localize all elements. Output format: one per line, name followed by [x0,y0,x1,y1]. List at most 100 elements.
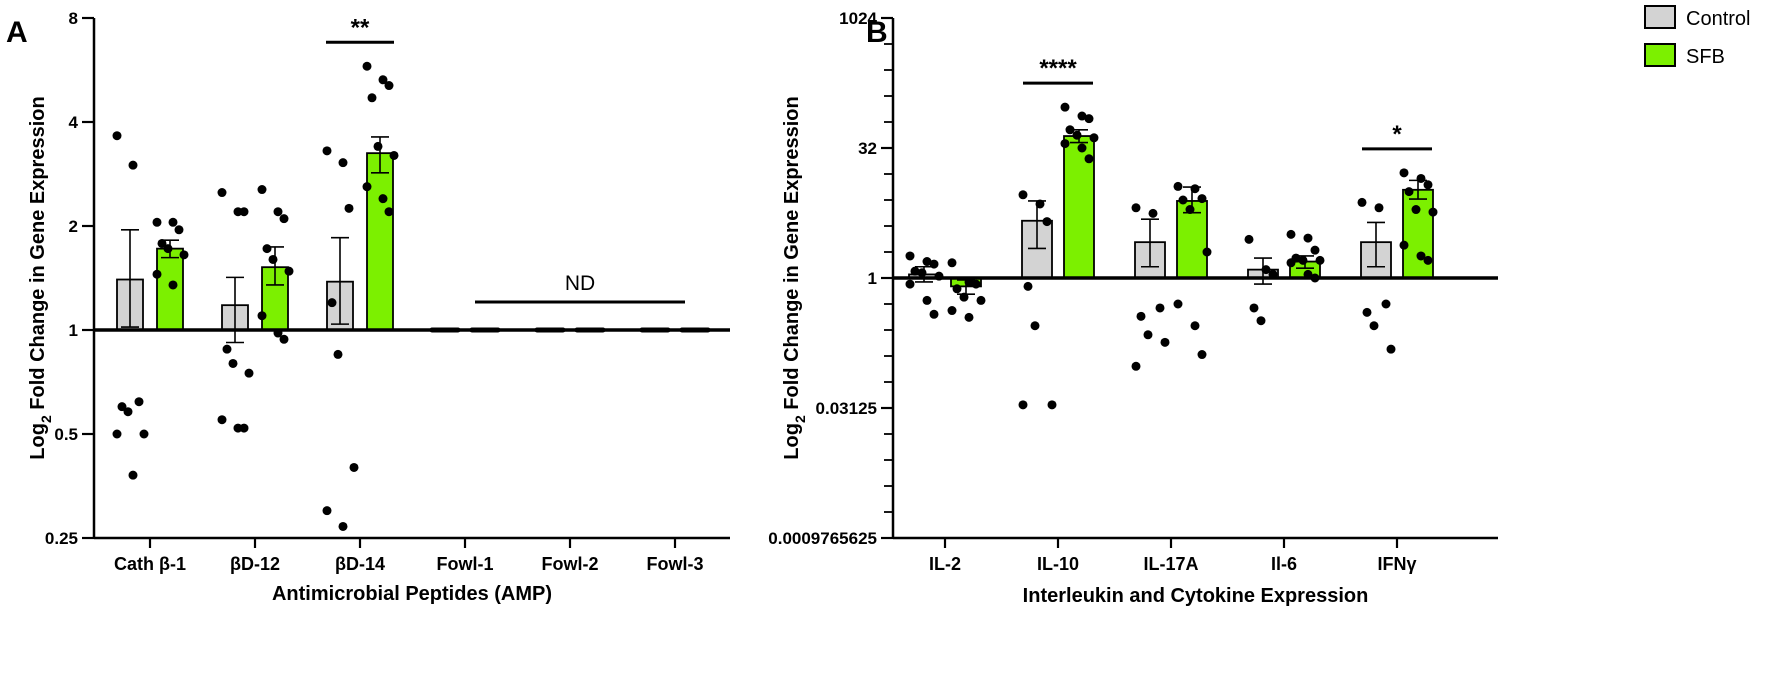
legend-sfb-swatch [1644,43,1676,67]
panel-b-x-axis-title: Interleukin and Cytokine Expression [1023,585,1369,607]
panel-b-data-point [1143,330,1153,340]
panel-b-data-point [1131,361,1141,371]
panel-b-data-point [1023,281,1033,291]
panel-b-data-point [1202,247,1212,257]
panel-a-data-point [239,207,249,217]
panel-b-category-label: IFNγ [1377,554,1416,574]
panel-b-data-point [1197,194,1207,204]
panel-b-data-point [1173,181,1183,191]
panel-a-y-tick-label: 0.5 [54,425,78,444]
panel-b-data-point [952,284,962,294]
panel-a-bar-sfb [156,247,184,331]
panel-a-y-tick-label: 4 [69,113,79,132]
panel-a-data-point [378,194,388,204]
legend: Control SFB [1644,5,1750,68]
panel-a-data-point [228,358,238,368]
panel-b-data-point [1369,321,1379,331]
panel-a-data-point [333,349,343,359]
panel-b-data-point [1428,207,1438,217]
panel-b-data-point [1160,337,1170,347]
panel-a-category-label: βD-14 [335,554,385,574]
panel-a-data-point [338,521,348,531]
panel-a-data-point [279,214,289,224]
panel-a-data-point [174,225,184,235]
panel-b-bar-sfb [1402,188,1434,279]
panel-b-category-label: IL-10 [1037,554,1079,574]
panel-b-data-point [1155,303,1165,313]
panel-b-data-point [1244,234,1254,244]
panel-a-label: A [6,16,28,49]
panel-a-y-axis-title: Log2 Fold Change in Gene Expression [27,96,54,459]
panel-a-data-point [384,81,394,91]
panel-b-data-point [1315,255,1325,265]
panel-b-label: B [866,16,888,49]
panel-b-data-point [1416,173,1426,183]
panel-b-data-point [964,312,974,322]
panel-b-data-point [1286,258,1296,268]
panel-b-data-point [1249,303,1259,313]
panel-b-y-tick-label: 0.0009765625 [768,529,877,548]
panel-b-data-point [971,279,981,289]
panel-a-data-point [112,429,122,439]
panel-b-data-point [1136,311,1146,321]
panel-a-data-point [362,182,372,192]
panel-a-significance-stars: ** [351,14,370,41]
panel-b-data-point [1357,197,1367,207]
panel-b-category-label: IL-17A [1143,554,1198,574]
panel-b-data-point [905,279,915,289]
panel-b-data-point [1077,143,1087,153]
panel-a-data-point [322,506,332,516]
panel-b-data-point [1190,184,1200,194]
panel-b-y-tick-label: 32 [858,139,877,158]
panel-a-data-point [384,207,394,217]
panel-b-data-point [1411,205,1421,215]
panel-a-data-point [222,344,232,354]
panel-b-significance-stars: * [1392,121,1402,148]
panel-a-category-label: Fowl-2 [542,554,599,574]
panel-b-data-point [922,257,932,267]
panel-a-data-point [338,158,348,168]
panel-b-data-point [1077,111,1087,121]
panel-b-data-point [1399,168,1409,178]
panel-b-data-point [1416,251,1426,261]
panel-a-category-label: βD-12 [230,554,280,574]
panel-b-data-point [1065,125,1075,135]
panel-a-data-point [217,415,227,425]
panel-b-data-point [1173,299,1183,309]
panel-a-chart: 0.25 0.5 1 2 4 8 Log2 Fold Change in Gene Expr… [27,9,730,605]
panel-a-data-point [134,397,144,407]
panel-a-data-point [128,470,138,480]
panel-b-y-tick-label: 1024 [839,9,877,28]
panel-b-data-point [1131,203,1141,213]
panel-b-data-point [1060,102,1070,112]
panel-b-chart: 0.0009765625 0.03125 1 32 1024 Log2 Fold Chan… [768,9,1498,607]
panel-b-data-point [1018,190,1028,200]
panel-a-data-point [112,131,122,141]
panel-a-data-point [157,238,167,248]
panel-b-data-point [1190,321,1200,331]
panel-b-data-point [1381,299,1391,309]
panel-a-data-point [284,266,294,276]
panel-a-data-point [117,402,127,412]
panel-b-bar-sfb [1176,200,1208,279]
legend-sfb-label: SFB [1686,46,1725,68]
panel-b-data-point [929,259,939,269]
panel-a-data-point [128,160,138,170]
panel-a-y-tick-label: 8 [69,9,78,28]
panel-b-data-point [1030,321,1040,331]
panel-b-data-point [1423,180,1433,190]
panel-b-data-point [1018,400,1028,410]
panel-a-data-point [327,298,337,308]
panel-a-data-point [152,217,162,227]
panel-b-data-point [1386,344,1396,354]
panel-a-data-point [279,334,289,344]
panel-b-y-axis-title: Log2 Fold Change in Gene Expression [781,96,808,459]
panel-a-data-point [139,429,149,439]
panel-b-data-point [1042,217,1052,227]
panel-a-data-point [163,244,173,254]
panel-b-data-point [947,258,957,268]
panel-a-data-point [123,407,133,417]
panel-a-data-point [322,146,332,156]
